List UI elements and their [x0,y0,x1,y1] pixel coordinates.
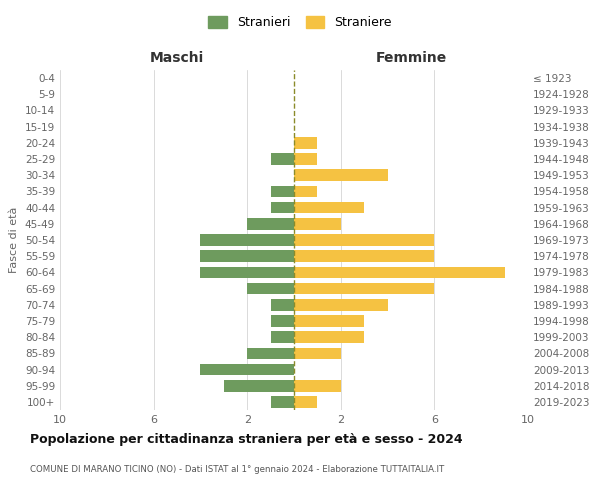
Bar [271,315,294,327]
Y-axis label: Fasce di età: Fasce di età [10,207,19,273]
Bar [294,396,317,407]
Bar [294,186,317,198]
Bar [271,396,294,407]
Bar [294,153,317,165]
Bar [294,137,317,148]
Bar [224,380,294,392]
Bar [294,380,341,392]
Bar [200,364,294,376]
Bar [294,332,364,343]
Bar [294,282,434,294]
Y-axis label: Anni di nascita: Anni di nascita [599,198,600,281]
Bar [294,218,341,230]
Bar [271,186,294,198]
Text: Popolazione per cittadinanza straniera per età e sesso - 2024: Popolazione per cittadinanza straniera p… [30,432,463,446]
Bar [271,153,294,165]
Bar [294,234,434,246]
Text: COMUNE DI MARANO TICINO (NO) - Dati ISTAT al 1° gennaio 2024 - Elaborazione TUTT: COMUNE DI MARANO TICINO (NO) - Dati ISTA… [30,466,444,474]
Bar [247,282,294,294]
Bar [247,348,294,359]
Bar [271,299,294,310]
Bar [294,315,364,327]
Bar [294,250,434,262]
Bar [294,202,364,213]
Bar [200,234,294,246]
Bar [294,299,388,310]
Bar [200,266,294,278]
Bar [294,266,505,278]
Legend: Stranieri, Straniere: Stranieri, Straniere [203,11,397,34]
Bar [247,218,294,230]
Bar [271,202,294,213]
Bar [271,332,294,343]
Bar [294,170,388,181]
Bar [294,348,341,359]
Bar [200,250,294,262]
